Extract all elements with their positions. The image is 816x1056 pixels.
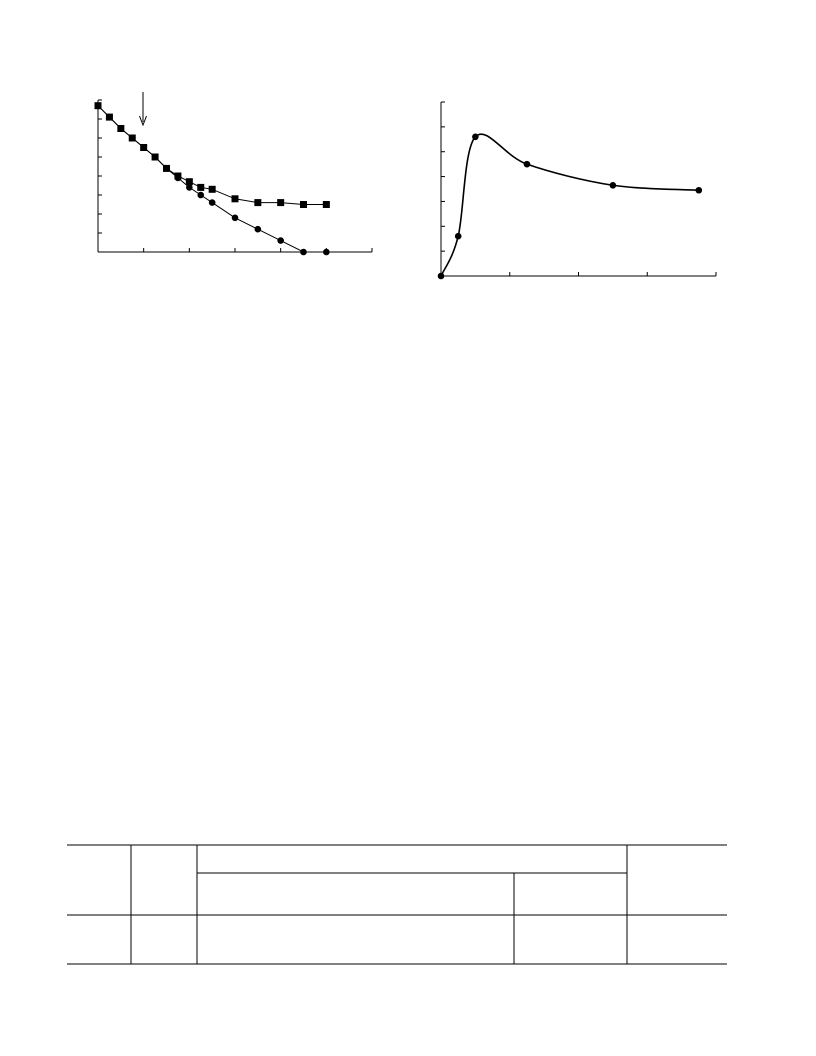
- chart: [437, 101, 717, 280]
- point: [437, 272, 445, 280]
- point: [208, 199, 216, 206]
- point: [231, 195, 239, 203]
- point: [117, 125, 125, 132]
- point: [208, 185, 216, 193]
- point: [197, 183, 205, 191]
- point: [128, 134, 136, 142]
- point: [695, 186, 703, 194]
- point: [106, 113, 113, 121]
- point: [140, 144, 147, 151]
- series-line: [97, 105, 327, 253]
- arrow: [139, 92, 147, 127]
- point: [300, 248, 307, 256]
- point: [163, 165, 170, 172]
- point: [94, 102, 102, 109]
- point: [609, 181, 617, 189]
- point: [454, 232, 462, 240]
- point: [197, 191, 205, 199]
- table: [67, 844, 727, 965]
- point: [186, 184, 193, 191]
- point: [300, 201, 307, 208]
- point: [277, 199, 285, 207]
- point: [323, 248, 330, 256]
- arrow-head: [139, 115, 147, 127]
- point: [322, 201, 330, 208]
- point: [472, 133, 479, 141]
- point: [231, 214, 239, 222]
- point: [277, 237, 284, 244]
- point: [523, 160, 531, 168]
- series-line: [440, 133, 699, 277]
- point: [254, 199, 262, 207]
- point: [151, 153, 159, 161]
- point: [185, 178, 193, 186]
- chart: [94, 99, 373, 256]
- point: [174, 174, 182, 182]
- point: [254, 225, 262, 233]
